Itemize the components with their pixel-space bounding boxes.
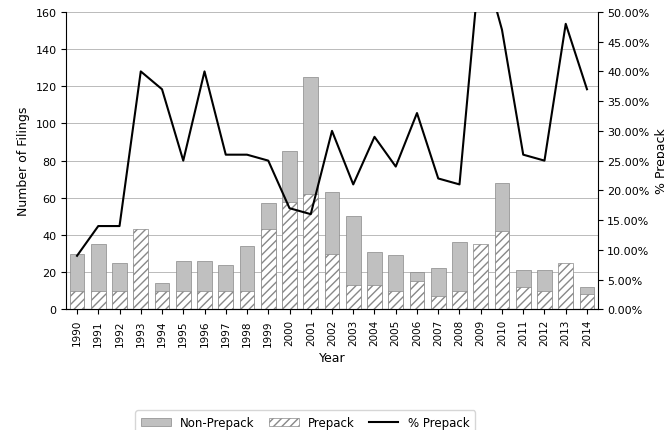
- Bar: [240, 246, 254, 310]
- Bar: [346, 217, 361, 310]
- Bar: [580, 295, 594, 310]
- Y-axis label: % Prepack: % Prepack: [655, 129, 664, 194]
- Bar: [261, 230, 276, 310]
- Bar: [91, 245, 106, 310]
- Bar: [282, 202, 297, 310]
- Bar: [431, 269, 446, 310]
- Bar: [218, 265, 233, 310]
- Bar: [558, 274, 573, 310]
- Bar: [537, 270, 552, 310]
- Bar: [282, 152, 297, 310]
- Bar: [452, 291, 467, 310]
- Bar: [367, 286, 382, 310]
- Bar: [580, 287, 594, 310]
- Y-axis label: Number of Filings: Number of Filings: [17, 107, 30, 216]
- Bar: [367, 252, 382, 310]
- Bar: [558, 263, 573, 310]
- Bar: [516, 287, 531, 310]
- Bar: [495, 232, 509, 310]
- Bar: [261, 204, 276, 310]
- Bar: [91, 291, 106, 310]
- Bar: [240, 291, 254, 310]
- Bar: [537, 291, 552, 310]
- Bar: [388, 291, 403, 310]
- Legend: Non-Prepack, Prepack, % Prepack: Non-Prepack, Prepack, % Prepack: [135, 410, 475, 430]
- Bar: [388, 256, 403, 310]
- Bar: [452, 243, 467, 310]
- Bar: [70, 254, 84, 310]
- Bar: [197, 261, 212, 310]
- Bar: [176, 291, 191, 310]
- Bar: [176, 261, 191, 310]
- Bar: [155, 291, 169, 310]
- Bar: [431, 297, 446, 310]
- Bar: [303, 78, 318, 310]
- Bar: [155, 284, 169, 310]
- Bar: [325, 254, 339, 310]
- Bar: [473, 269, 488, 310]
- Bar: [112, 263, 127, 310]
- Bar: [197, 291, 212, 310]
- Bar: [112, 291, 127, 310]
- Bar: [516, 270, 531, 310]
- Bar: [133, 263, 148, 310]
- Bar: [410, 273, 424, 310]
- Bar: [346, 286, 361, 310]
- Bar: [473, 245, 488, 310]
- Bar: [218, 291, 233, 310]
- Bar: [133, 230, 148, 310]
- X-axis label: Year: Year: [319, 351, 345, 364]
- Bar: [410, 282, 424, 310]
- Bar: [495, 184, 509, 310]
- Bar: [303, 195, 318, 310]
- Bar: [325, 193, 339, 310]
- Bar: [70, 291, 84, 310]
